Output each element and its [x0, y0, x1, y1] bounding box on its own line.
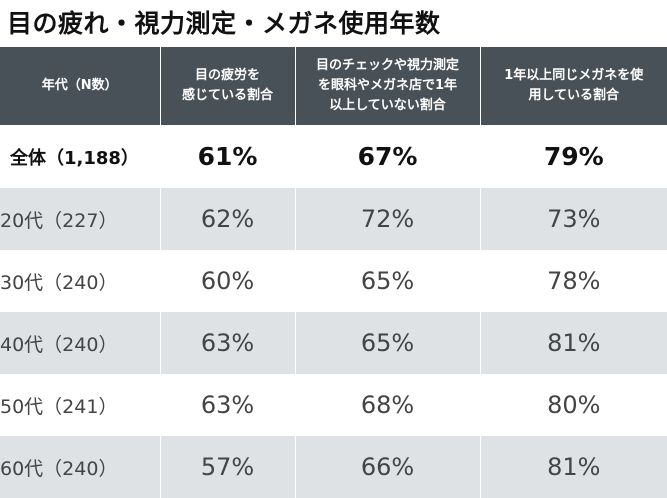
- row-label: 50代（241）: [0, 374, 161, 436]
- header-age-group: 年代（N数）: [0, 47, 161, 125]
- table-row: 20代（227） 62% 72% 73%: [0, 188, 667, 250]
- value-same-glasses: 79%: [480, 125, 667, 188]
- value-eye-fatigue: 63%: [160, 374, 296, 436]
- header-no-eye-check: 目のチェックや視力測定 を眼科やメガネ店で1年 以上していない割合: [295, 47, 481, 125]
- header-line: 1年以上同じメガネを使: [504, 68, 644, 83]
- stats-table: 年代（N数） 目の疲労を 感じている割合 目のチェックや視力測定 を眼科やメガネ…: [0, 47, 667, 498]
- value-eye-fatigue: 63%: [160, 312, 296, 374]
- row-label: 20代（227）: [0, 188, 161, 250]
- header-line: 目の疲労を: [194, 68, 260, 83]
- table-row: 50代（241） 63% 68% 80%: [0, 374, 667, 436]
- value-no-eye-check: 68%: [295, 374, 481, 436]
- row-label: 30代（240）: [0, 250, 161, 312]
- row-label: 60代（240）: [0, 436, 161, 498]
- header-line: 感じている割合: [181, 88, 273, 103]
- header-eye-fatigue: 目の疲労を 感じている割合: [160, 47, 296, 125]
- table-header-row: 年代（N数） 目の疲労を 感じている割合 目のチェックや視力測定 を眼科やメガネ…: [0, 47, 667, 125]
- header-line: を眼科やメガネ店で1年: [317, 78, 458, 93]
- header-same-glasses: 1年以上同じメガネを使 用している割合: [480, 47, 667, 125]
- header-line: 用している割合: [528, 88, 620, 103]
- row-label: 全体（1,188）: [0, 125, 161, 188]
- value-same-glasses: 73%: [480, 188, 667, 250]
- value-eye-fatigue: 61%: [160, 125, 296, 188]
- value-no-eye-check: 67%: [295, 125, 481, 188]
- value-same-glasses: 81%: [480, 312, 667, 374]
- value-no-eye-check: 72%: [295, 188, 481, 250]
- value-no-eye-check: 65%: [295, 250, 481, 312]
- header-line: 目のチェックや視力測定: [315, 58, 459, 73]
- table-row: 30代（240） 60% 65% 78%: [0, 250, 667, 312]
- value-no-eye-check: 65%: [295, 312, 481, 374]
- table-row: 60代（240） 57% 66% 81%: [0, 436, 667, 498]
- value-same-glasses: 80%: [480, 374, 667, 436]
- value-no-eye-check: 66%: [295, 436, 481, 498]
- value-eye-fatigue: 57%: [160, 436, 296, 498]
- value-eye-fatigue: 60%: [160, 250, 296, 312]
- table-row: 40代（240） 63% 65% 81%: [0, 312, 667, 374]
- value-eye-fatigue: 62%: [160, 188, 296, 250]
- page-title: 目の疲れ・視力測定・メガネ使用年数: [7, 9, 441, 38]
- value-same-glasses: 81%: [480, 436, 667, 498]
- table-row-total: 全体（1,188） 61% 67% 79%: [0, 125, 667, 188]
- value-same-glasses: 78%: [480, 250, 667, 312]
- header-line: 以上していない割合: [329, 98, 446, 113]
- row-label: 40代（240）: [0, 312, 161, 374]
- header-line: 年代（N数）: [41, 78, 118, 93]
